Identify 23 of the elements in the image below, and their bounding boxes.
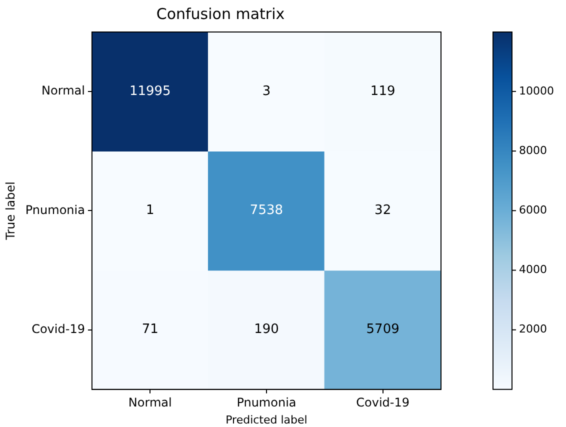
data-label: 5709 bbox=[366, 322, 400, 338]
x-tick-label: Pnumonia bbox=[236, 396, 296, 410]
color-bar-label: 4000 bbox=[519, 263, 547, 276]
color-bar-label: 6000 bbox=[519, 204, 547, 216]
y-tick-label: Covid-19 bbox=[32, 322, 85, 336]
x-tick-label: Covid-19 bbox=[356, 396, 410, 410]
color-bar-label: 2000 bbox=[519, 322, 547, 336]
data-label: 119 bbox=[370, 84, 396, 99]
data-label: 3 bbox=[262, 84, 271, 99]
y-tick-label: Pnumonia bbox=[25, 202, 85, 217]
y-axis-title: True label bbox=[3, 182, 18, 241]
y-tick-label: Normal bbox=[42, 84, 85, 98]
color-bar-label: 8000 bbox=[519, 144, 547, 157]
data-label: 7538 bbox=[250, 203, 284, 218]
data-label: 11995 bbox=[129, 84, 171, 99]
data-label: 32 bbox=[374, 203, 392, 218]
data-label: 71 bbox=[142, 322, 158, 338]
color-bar-label: 10000 bbox=[519, 84, 554, 98]
data-label: 190 bbox=[254, 322, 279, 338]
x-axis-title: Predicted label bbox=[226, 413, 308, 426]
x-tick-label: Normal bbox=[128, 396, 172, 410]
chart-title: Confusion matrix bbox=[156, 4, 285, 23]
data-label: 1 bbox=[146, 203, 154, 218]
